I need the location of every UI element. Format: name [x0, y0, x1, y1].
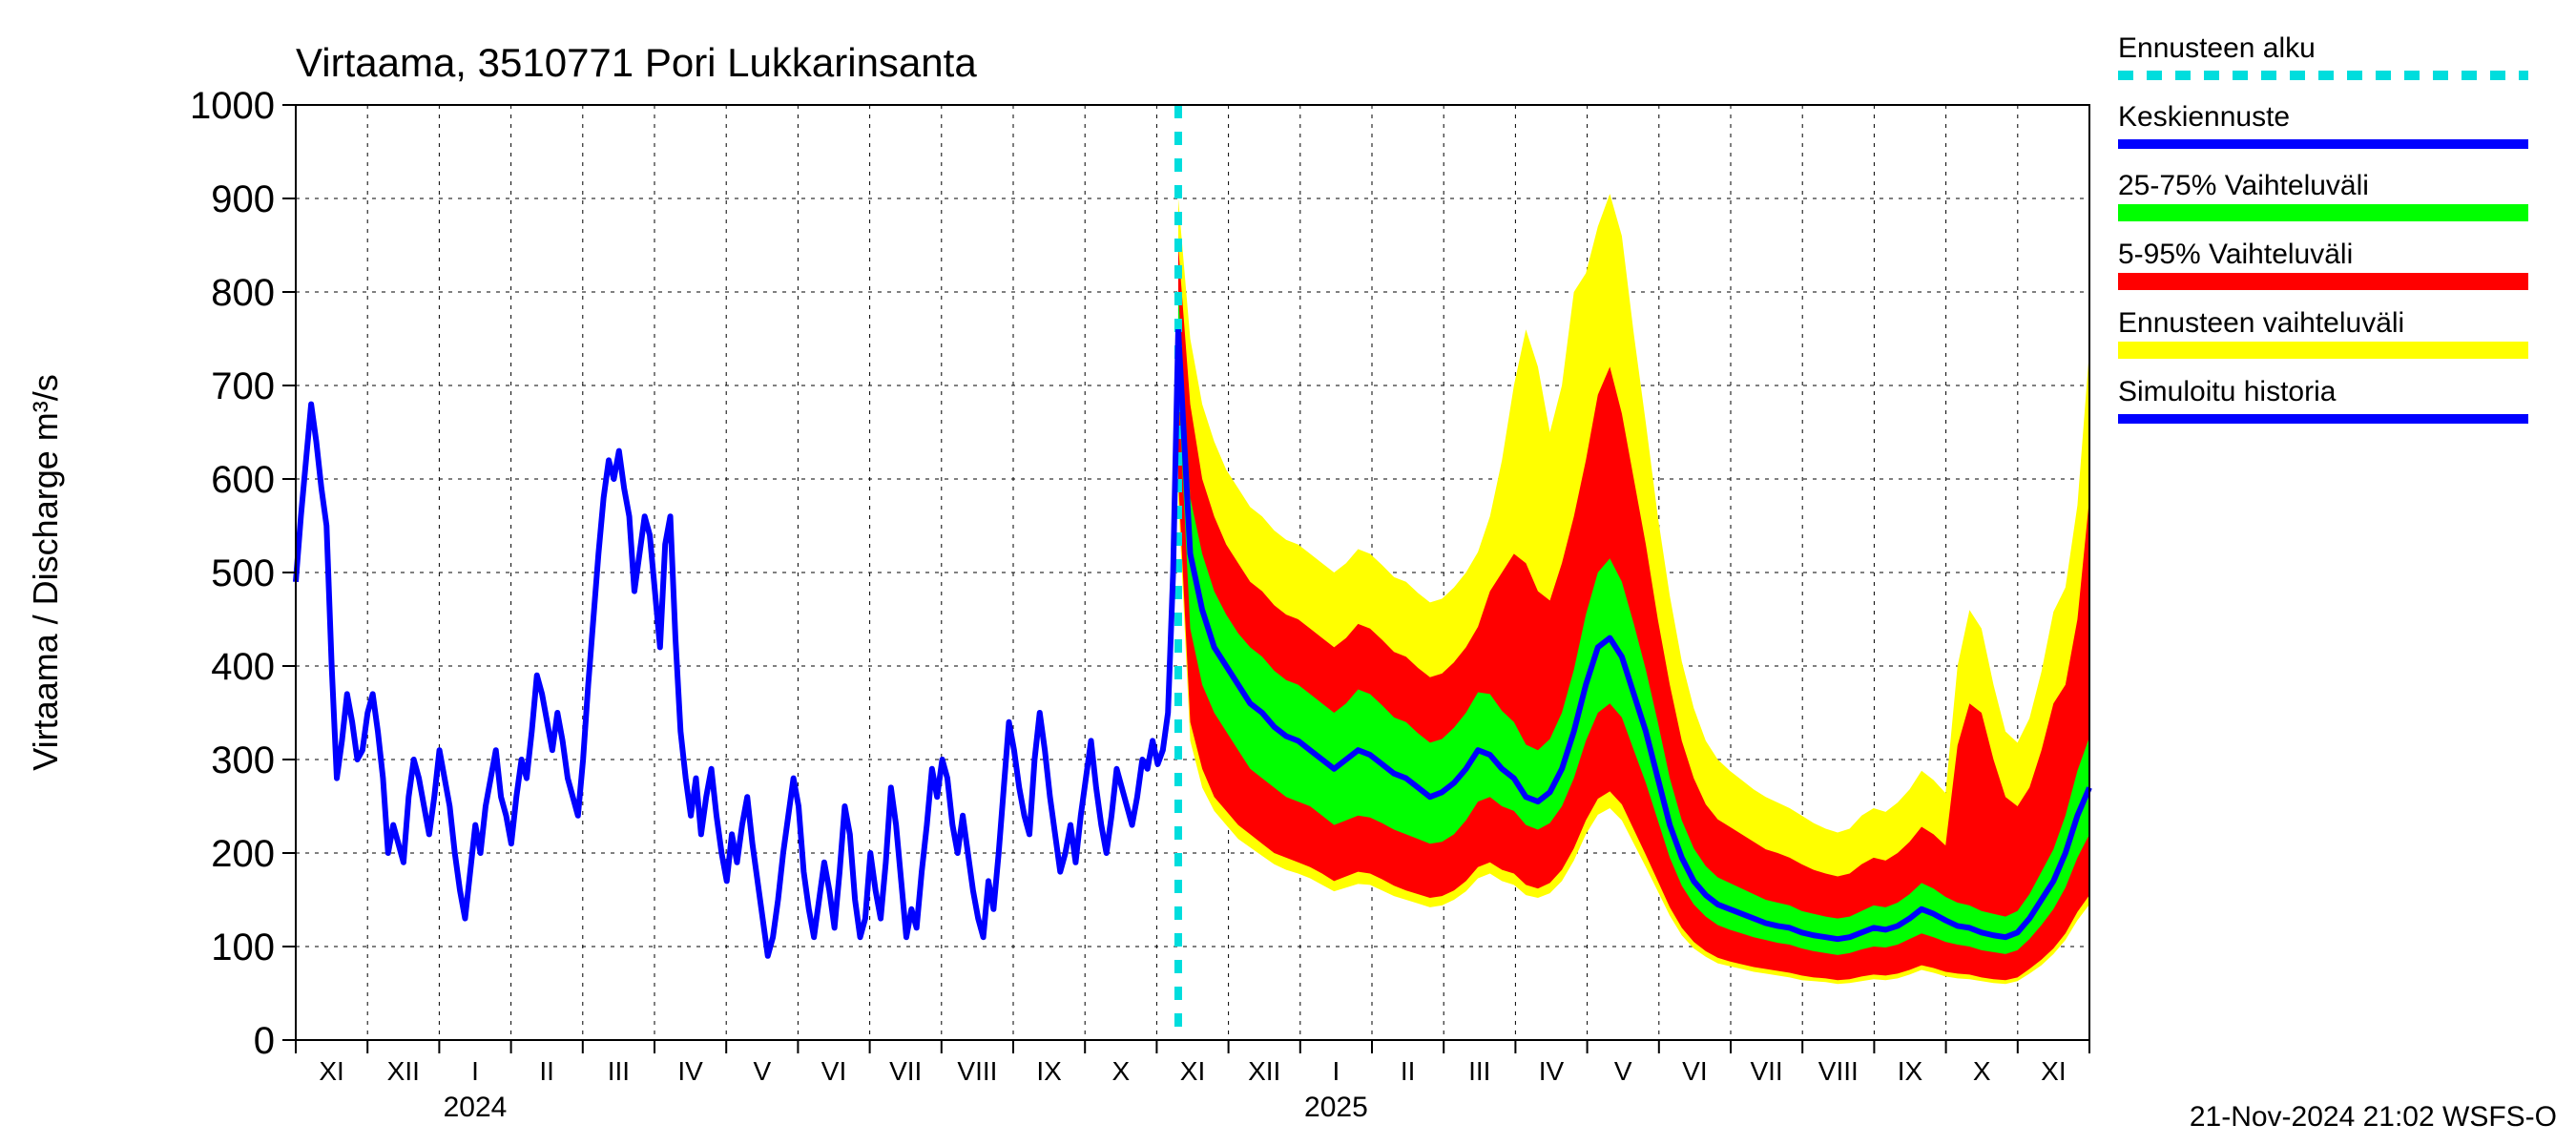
- x-tick-label: VI: [1682, 1056, 1707, 1086]
- legend: Ennusteen alku Keskiennuste 25-75% Vaihtel…: [2118, 32, 2528, 419]
- legend-label: 25-75% Vaihteluväli: [2118, 170, 2369, 201]
- x-tick-label: III: [608, 1056, 630, 1086]
- x-year-past: 2024: [444, 1092, 508, 1123]
- x-tick-label: VIII: [1818, 1056, 1859, 1086]
- x-tick-label: VIII: [957, 1056, 997, 1086]
- x-tick-label: II: [1401, 1056, 1416, 1086]
- y-tick-label: 900: [211, 178, 275, 220]
- legend-label: 5-95% Vaihteluväli: [2118, 239, 2353, 270]
- x-year-future: 2025: [1304, 1092, 1368, 1123]
- x-tick-label: XI: [2041, 1056, 2066, 1086]
- y-tick-label: 600: [211, 459, 275, 501]
- x-tick-label: X: [1111, 1056, 1130, 1086]
- legend-label: Simuloitu historia: [2118, 376, 2337, 407]
- x-tick-label: XI: [1180, 1056, 1205, 1086]
- x-tick-label: XII: [387, 1056, 420, 1086]
- y-tick-label: 0: [254, 1020, 275, 1062]
- x-tick-label: XI: [319, 1056, 343, 1086]
- y-axis-label: Virtaama / Discharge m³/s: [26, 374, 65, 770]
- y-tick-label: 100: [211, 926, 275, 968]
- y-tick-label: 300: [211, 739, 275, 781]
- y-tick-label: 400: [211, 646, 275, 688]
- x-tick-label: I: [1333, 1056, 1340, 1086]
- x-tick-label: V: [753, 1056, 771, 1086]
- x-tick-label: II: [539, 1056, 554, 1086]
- x-tick-label: VI: [821, 1056, 846, 1086]
- x-tick-label: V: [1614, 1056, 1632, 1086]
- x-tick-label: I: [471, 1056, 479, 1086]
- legend-label: Ennusteen alku: [2118, 32, 2316, 64]
- history-line: [296, 329, 1178, 956]
- legend-swatch: [2118, 204, 2528, 221]
- y-tick-label: 500: [211, 552, 275, 594]
- x-tick-label: IV: [677, 1056, 703, 1086]
- y-tick-label: 700: [211, 365, 275, 407]
- chart-title: Virtaama, 3510771 Pori Lukkarinsanta: [296, 40, 977, 85]
- footer-timestamp: 21-Nov-2024 21:02 WSFS-O: [2190, 1101, 2557, 1133]
- x-tick-label: IV: [1539, 1056, 1565, 1086]
- y-tick-label: 1000: [190, 85, 275, 127]
- legend-label: Ennusteen vaihteluväli: [2118, 307, 2404, 339]
- legend-swatch: [2118, 273, 2528, 290]
- legend-label: Keskiennuste: [2118, 101, 2290, 133]
- legend-swatch: [2118, 342, 2528, 359]
- x-tick-label: III: [1468, 1056, 1490, 1086]
- x-tick-label: IX: [1036, 1056, 1062, 1086]
- y-tick-label: 200: [211, 833, 275, 875]
- x-tick-label: XII: [1248, 1056, 1280, 1086]
- x-tick-label: X: [1973, 1056, 1991, 1086]
- x-tick-label: IX: [1898, 1056, 1923, 1086]
- chart-container: 01002003004005006007008009001000XIXIIIII…: [0, 0, 2576, 1145]
- x-tick-label: VII: [1750, 1056, 1782, 1086]
- y-tick-label: 800: [211, 272, 275, 314]
- discharge-chart: 01002003004005006007008009001000XIXIIIII…: [0, 0, 2576, 1145]
- x-tick-label: VII: [889, 1056, 922, 1086]
